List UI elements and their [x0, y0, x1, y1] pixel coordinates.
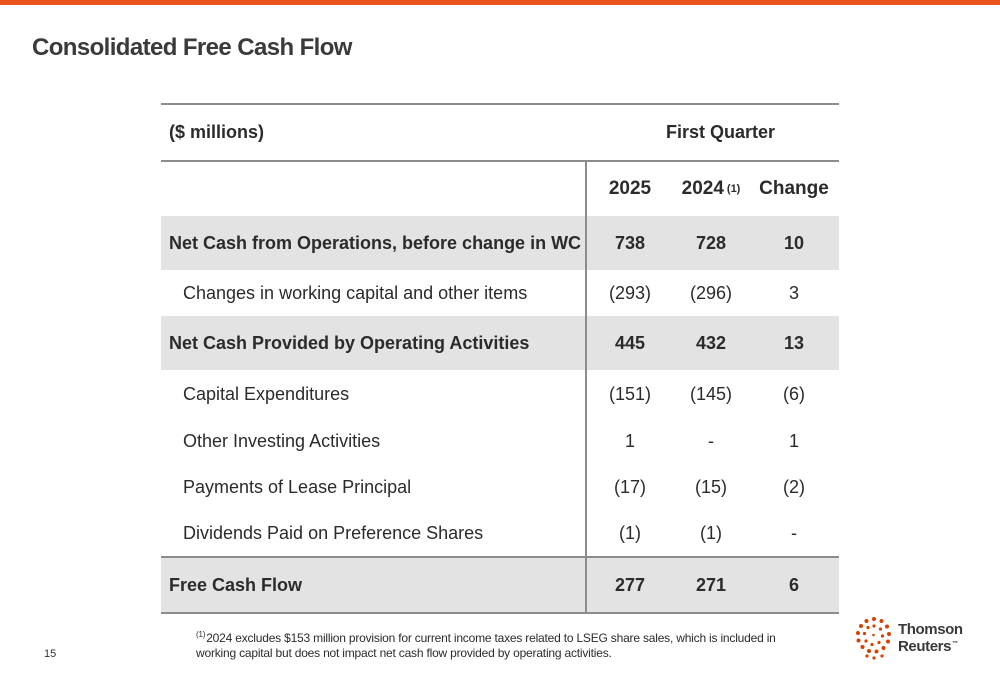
table-row: Net Cash from Operations, before change … — [161, 216, 839, 270]
row-label: Capital Expenditures — [183, 383, 350, 404]
table-row-total: Free Cash Flow 277 271 6 — [161, 556, 839, 612]
row-label: Dividends Paid on Preference Shares — [183, 522, 484, 543]
cell-change: 10 — [783, 232, 805, 253]
row-label: Net Cash from Operations, before change … — [169, 232, 582, 253]
cell-2025: 277 — [585, 558, 673, 612]
header-rule — [161, 160, 839, 162]
cell-change: 6 — [788, 574, 799, 595]
logo-line-2-text: Reuters — [898, 638, 952, 655]
cell-2024: (145) — [689, 383, 733, 404]
cell-2024: (1) — [700, 522, 722, 543]
cell-change: 3 — [788, 282, 799, 303]
cell-2024: 271 — [695, 574, 727, 595]
footnote-marker: (1) — [196, 630, 206, 639]
period-label: First Quarter — [665, 122, 776, 142]
logo-wordmark: Thomson Reuters™ — [898, 622, 963, 654]
cell-2025: (151) — [585, 370, 673, 418]
row-label: Net Cash Provided by Operating Activitie… — [169, 332, 530, 353]
row-label: Changes in working capital and other ite… — [183, 282, 528, 303]
footnote-text: 2024 excludes $153 million provision for… — [196, 631, 776, 660]
table-row: Capital Expenditures (151) (145) (6) — [161, 370, 839, 418]
cell-2024: 728 — [695, 232, 727, 253]
column-header-2025: 2025 — [585, 162, 673, 216]
company-logo: Thomson Reuters™ — [855, 616, 963, 660]
table-row: Net Cash Provided by Operating Activitie… — [161, 316, 839, 370]
footnote: (1)2024 excludes $153 million provision … — [196, 627, 816, 661]
logo-line-1: Thomson — [898, 621, 963, 638]
cell-2025: (17) — [585, 464, 673, 510]
column-header-2024-label: 2024 — [681, 178, 724, 199]
table-header-period: ($ millions) First Quarter — [161, 105, 839, 160]
top-accent-bar — [0, 0, 1000, 5]
cell-change: - — [791, 522, 797, 543]
units-label: ($ millions) — [169, 122, 265, 142]
column-header-change: Change — [759, 178, 829, 199]
cell-2024: (296) — [689, 282, 733, 303]
table-row: Payments of Lease Principal (17) (15) (2… — [161, 464, 839, 510]
row-label: Other Investing Activities — [183, 430, 381, 451]
free-cash-flow-table: ($ millions) First Quarter 2025 2024 (1)… — [161, 103, 839, 614]
row-label: Payments of Lease Principal — [183, 476, 412, 497]
cell-2025: (293) — [585, 270, 673, 316]
cell-change: (6) — [783, 383, 805, 404]
cell-change: (2) — [783, 476, 805, 497]
table-top-rule — [161, 103, 839, 105]
column-header-2024: 2024 (1) — [673, 162, 749, 216]
table-row: Other Investing Activities 1 - 1 — [161, 418, 839, 464]
trademark-mark: ™ — [952, 641, 958, 647]
row-label: Free Cash Flow — [169, 574, 303, 595]
logo-line-2: Reuters™ — [898, 637, 963, 654]
dotted-circle-logo-icon — [856, 617, 891, 660]
header-empty-cell — [161, 162, 585, 216]
cell-2024: (15) — [694, 476, 727, 497]
cell-2025: 1 — [585, 418, 673, 464]
page-number: 15 — [44, 648, 57, 660]
table-header-columns: 2025 2024 (1) Change — [161, 162, 839, 216]
footnote-marker: (1) — [726, 183, 741, 195]
cell-2025: (1) — [585, 510, 673, 556]
cell-change: 13 — [783, 332, 805, 353]
cell-2025: 738 — [585, 216, 673, 270]
cell-change: 1 — [788, 430, 799, 451]
table-bottom-rule — [161, 612, 839, 614]
cell-2024: 432 — [695, 332, 727, 353]
cell-2024: - — [708, 430, 714, 451]
page-title: Consolidated Free Cash Flow — [32, 34, 352, 61]
cell-2025: 445 — [585, 316, 673, 370]
table-row: Dividends Paid on Preference Shares (1) … — [161, 510, 839, 556]
table-row: Changes in working capital and other ite… — [161, 270, 839, 316]
